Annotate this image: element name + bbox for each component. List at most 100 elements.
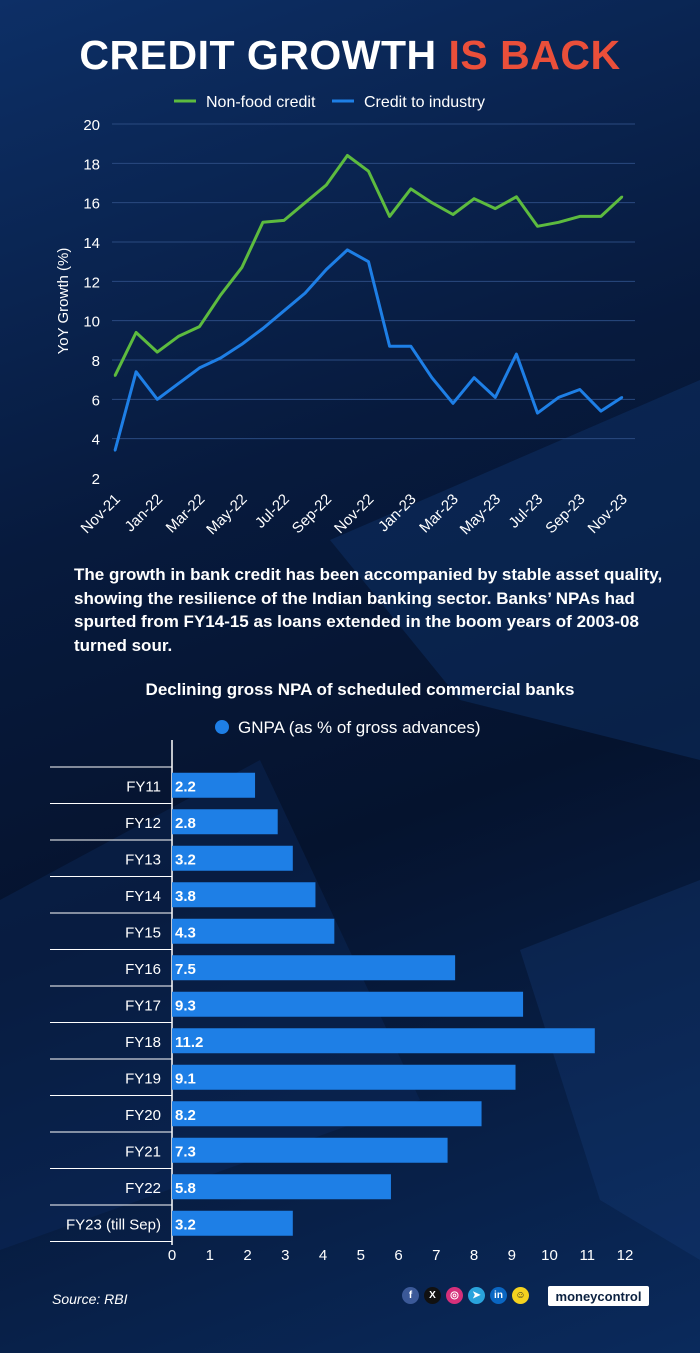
- bar: [172, 1028, 595, 1054]
- data-point: [388, 345, 391, 348]
- x-tick-label: Jan-22: [122, 491, 166, 535]
- x-tick-label: Sep-22: [289, 491, 335, 537]
- bar-chart-title: Declining gross NPA of scheduled commerc…: [145, 680, 575, 699]
- x-tick-label: Nov-21: [78, 491, 124, 537]
- y-axis-label: YoY Growth (%): [55, 248, 72, 355]
- bar: [172, 1174, 391, 1200]
- x-tick-label: Nov-23: [585, 491, 631, 537]
- instagram-icon[interactable]: ◎: [446, 1287, 463, 1304]
- data-point: [198, 366, 201, 370]
- legend-label: Credit to industry: [364, 94, 485, 111]
- bar-value-label: 5.8: [175, 1180, 196, 1197]
- bar: [172, 1210, 293, 1236]
- data-point: [578, 388, 581, 391]
- bar-value-label: 9.1: [175, 1070, 196, 1087]
- x-tick-label: Mar-23: [416, 491, 462, 537]
- category-label: FY19: [125, 1070, 161, 1087]
- data-point: [515, 195, 518, 198]
- y-tick-label: 16: [83, 196, 100, 213]
- x-tick-label: 4: [319, 1247, 327, 1264]
- data-point: [599, 215, 603, 218]
- series-line-credit-to-industry: [113, 248, 623, 451]
- x-tick-label: Jul-23: [505, 491, 546, 532]
- snapchat-icon[interactable]: ☺: [512, 1287, 529, 1304]
- x-tick-label: Nov-22: [331, 491, 377, 537]
- bar-value-label: 11.2: [175, 1034, 203, 1051]
- category-label: FY20: [125, 1107, 161, 1124]
- bar: [172, 918, 335, 944]
- data-point: [282, 219, 286, 222]
- data-point: [367, 170, 370, 173]
- category-label: FY22: [125, 1180, 161, 1197]
- data-point: [240, 266, 243, 269]
- data-point: [494, 396, 497, 399]
- data-point: [156, 398, 159, 401]
- data-point: [536, 225, 539, 228]
- data-point: [557, 221, 560, 224]
- facebook-icon[interactable]: f: [402, 1287, 419, 1304]
- x-tick-label: 2: [243, 1247, 251, 1264]
- bar: [172, 845, 293, 871]
- x-tick-label: 0: [168, 1247, 176, 1264]
- x-tick-label: 9: [508, 1247, 516, 1264]
- data-point: [451, 402, 455, 405]
- data-point: [388, 215, 391, 218]
- bar: [172, 991, 524, 1017]
- data-point: [303, 291, 307, 295]
- x-tick-label: 8: [470, 1247, 478, 1264]
- category-label: FY18: [125, 1034, 161, 1051]
- data-point: [578, 215, 581, 218]
- category-label: FY16: [125, 961, 161, 978]
- data-point: [430, 201, 434, 204]
- x-tick-label: Sep-23: [542, 491, 588, 537]
- data-point: [367, 260, 370, 263]
- x-tick-label: May-22: [203, 491, 250, 538]
- data-point: [536, 411, 539, 415]
- category-label: FY21: [125, 1143, 161, 1160]
- x-tick-label: Jan-23: [375, 491, 419, 535]
- category-label: FY17: [125, 997, 161, 1014]
- y-tick-label: 12: [83, 274, 100, 291]
- x-icon[interactable]: X: [424, 1287, 441, 1304]
- legend-label: GNPA (as % of gross advances): [238, 718, 481, 737]
- y-tick-label: 18: [83, 156, 100, 173]
- bar: [172, 1064, 516, 1090]
- data-point: [325, 268, 328, 271]
- y-tick-label: 8: [92, 353, 100, 370]
- bar: [172, 955, 456, 981]
- data-point: [409, 345, 412, 348]
- telegram-icon[interactable]: ➤: [468, 1287, 485, 1304]
- data-point: [113, 374, 117, 377]
- data-point: [620, 195, 624, 198]
- x-tick-label: 7: [432, 1247, 440, 1264]
- data-point: [219, 356, 222, 360]
- bar: [172, 882, 316, 908]
- bar-value-label: 9.3: [175, 997, 196, 1014]
- category-label: FY23 (till Sep): [66, 1216, 161, 1233]
- bar-value-label: 3.8: [175, 888, 196, 905]
- bar-value-label: 3.2: [175, 1216, 196, 1233]
- data-point: [430, 376, 434, 379]
- data-point: [472, 376, 476, 379]
- legend-swatch: [215, 720, 229, 734]
- bar: [172, 809, 278, 835]
- bar-value-label: 7.3: [175, 1143, 196, 1160]
- source-note: Source: RBI: [52, 1291, 128, 1307]
- category-label: FY15: [125, 924, 161, 941]
- data-point: [515, 352, 518, 356]
- y-tick-label: 6: [92, 392, 100, 409]
- social-icons: f X ◎ ➤ in ☺: [402, 1287, 529, 1304]
- linkedin-icon[interactable]: in: [490, 1287, 507, 1304]
- y-tick-label: 14: [83, 235, 100, 252]
- data-point: [282, 309, 286, 313]
- x-tick-label: 11: [579, 1247, 595, 1264]
- data-point: [177, 335, 180, 338]
- data-point: [219, 293, 222, 297]
- data-point: [409, 187, 412, 191]
- data-point: [620, 396, 624, 399]
- data-point: [303, 201, 307, 204]
- category-label: FY14: [125, 888, 161, 905]
- x-tick-label: 6: [394, 1247, 402, 1264]
- bar-value-label: 8.2: [175, 1107, 196, 1124]
